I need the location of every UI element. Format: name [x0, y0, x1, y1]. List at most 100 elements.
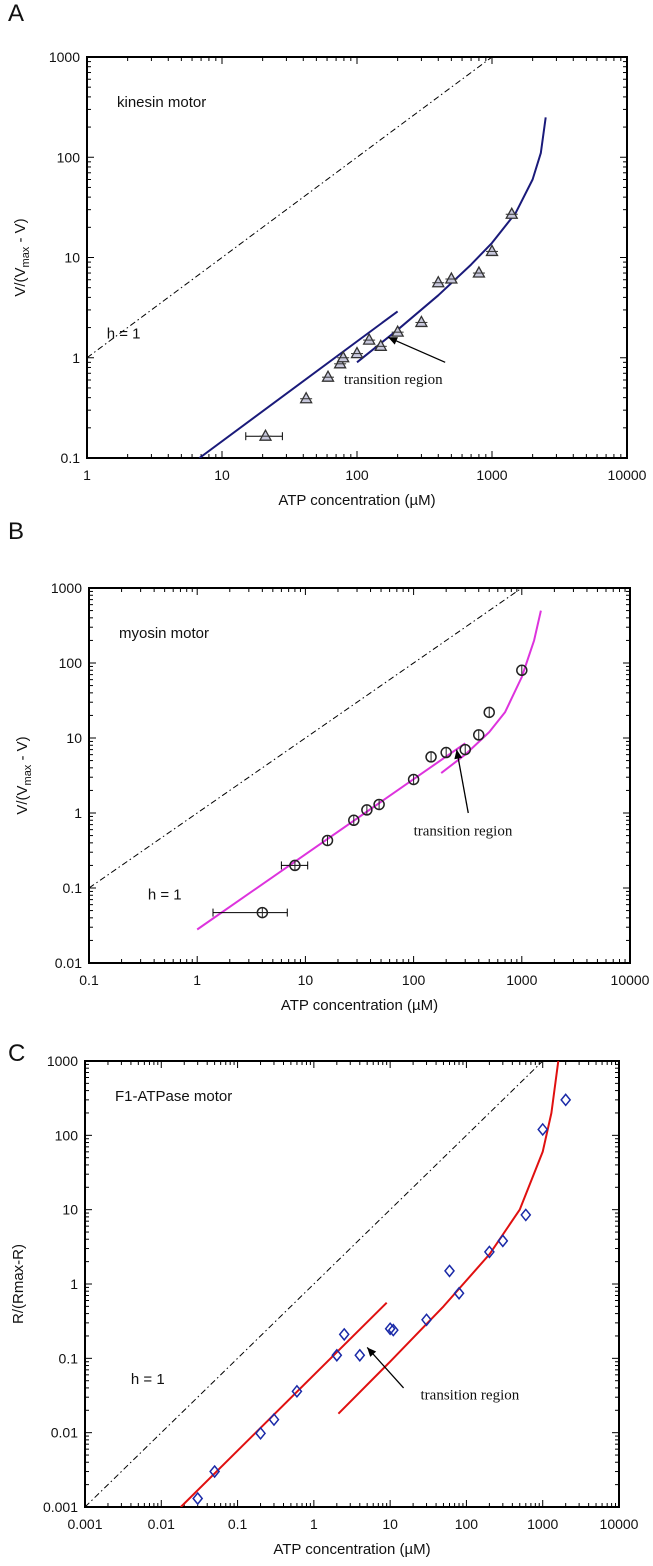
c2-transition-arrowhead [367, 1347, 377, 1357]
c2-x-tick-label: 0.01 [148, 1516, 175, 1532]
c0-data-point [336, 350, 350, 363]
c1-motor-title: myosin motor [119, 625, 209, 642]
c0-h1-label: h = 1 [107, 326, 141, 343]
c1-y-tick-label: 100 [59, 655, 83, 671]
c0-x-tick-label: 1000 [476, 467, 507, 483]
c0-data-point [258, 428, 273, 441]
c2-data-point [384, 1322, 396, 1336]
c0-transition-arrowhead [388, 337, 398, 345]
c2-y-tick-label: 0.01 [51, 1425, 78, 1441]
c1-x-axis-unit: (µM) [407, 997, 438, 1014]
c1-plot-area [89, 588, 542, 931]
c2-x-axis-title: ATP concentration (µM) [273, 1541, 430, 1558]
c0-data-point [362, 332, 376, 345]
c2-y-tick-label: 100 [55, 1127, 79, 1143]
c1-ticks [88, 587, 631, 964]
c1-x-tick-label: 0.1 [79, 972, 99, 988]
panel-b: B 0.1 1 10 100 1000 10000 0.01 0.1 1 10 100 1000 ATP… [0, 518, 653, 1038]
c2-data-point [483, 1245, 495, 1259]
c2-h1-label: h = 1 [131, 1371, 165, 1388]
c0-x-tick-label: 1 [83, 467, 91, 483]
panel-b-letter: B [8, 518, 25, 545]
c1-x-tick-label: 10000 [611, 972, 650, 988]
c0-y-axis-title: V/(Vmax - V) [12, 218, 32, 296]
c2-x-tick-label: 10000 [600, 1516, 639, 1532]
c1-transition-label: transition region [414, 824, 513, 840]
c0-y-tick-label: 1000 [49, 49, 80, 65]
c2-transition-label: transition region [421, 1387, 520, 1403]
c0-y-tick-label: 1 [72, 350, 80, 366]
c0-data-point [391, 324, 405, 337]
c1-y-tick-label: 10 [66, 730, 82, 746]
c2-y-tick-label: 10 [62, 1202, 78, 1218]
c2-motor-title: F1-ATPase motor [115, 1088, 232, 1105]
panel-a-letter: A [8, 0, 25, 27]
c2-data-point [453, 1286, 465, 1300]
c0-y-tick-label: 10 [64, 250, 80, 266]
c0-y-tick-label: 0.1 [61, 450, 81, 466]
c2-fit-line-low [180, 1301, 388, 1507]
c0-x-tick-label: 10000 [608, 467, 647, 483]
c1-transition-arrow [456, 749, 469, 814]
c0-x-tick-label: 10 [214, 467, 230, 483]
c1-y-axis-title: V/(Vmax - V) [14, 736, 34, 814]
c2-ticks [84, 1060, 620, 1508]
c0-data-point [444, 271, 458, 284]
c0-data-point [350, 346, 364, 359]
c1-y-axis-sub: max [22, 764, 34, 785]
c2-x-tick-label: 0.001 [67, 1516, 102, 1532]
c2-y-axis-title: R/(Rmax-R) [10, 1244, 27, 1324]
c2-y-tick-label: 1 [70, 1276, 78, 1292]
c2-x-tick-label: 1 [310, 1516, 318, 1532]
c2-data-point [255, 1426, 267, 1441]
c1-x-tick-label: 1 [193, 972, 201, 988]
c1-x-tick-label: 10 [298, 972, 314, 988]
c2-data-point [537, 1122, 549, 1137]
c2-x-tick-label: 1000 [527, 1516, 558, 1532]
c0-h1-reference-line [87, 57, 493, 359]
c0-data-point [431, 275, 445, 288]
c2-data-point [209, 1464, 221, 1479]
c0-plot-frame [86, 56, 628, 459]
c1-transition-arrowhead [454, 749, 463, 760]
c0-x-axis-title: ATP concentration (µM) [278, 492, 435, 509]
c2-y-tick-label: 0.001 [43, 1499, 78, 1515]
c2-h1-reference-line [85, 1061, 544, 1507]
c2-data-point [291, 1384, 303, 1398]
c2-data-point [338, 1327, 350, 1342]
c0-transition-arrow [387, 336, 446, 363]
c0-data-point [321, 369, 335, 382]
c1-h1-label: h = 1 [148, 887, 182, 904]
c2-data-point [387, 1323, 399, 1337]
c0-data-point [505, 206, 519, 219]
c2-data-point [560, 1093, 572, 1107]
c2-x-tick-label: 0.1 [228, 1516, 248, 1532]
c2-data-point [192, 1491, 204, 1506]
c0-data-point [485, 244, 499, 257]
c1-x-tick-label: 100 [402, 972, 426, 988]
c1-y-tick-label: 1 [74, 805, 82, 821]
c2-data-point [497, 1234, 509, 1248]
c0-y-tick-label: 100 [57, 149, 81, 165]
c0-ticks [86, 56, 628, 459]
c0-plot-area [87, 57, 547, 458]
c2-y-tick-label: 0.1 [59, 1350, 79, 1366]
c0-fit-line-low [198, 310, 399, 458]
c2-data-point [331, 1348, 343, 1362]
c2-data-point [268, 1412, 280, 1427]
c2-x-tick-label: 10 [382, 1516, 398, 1532]
c0-data-point [472, 265, 486, 278]
panel-a: A 1 10 100 1000 10000 0.1 1 10 100 1000 ATP concen… [0, 0, 653, 515]
c1-y-axis-tail: - V) [14, 736, 31, 764]
c1-x-axis-title: ATP concentration (µM) [281, 997, 438, 1014]
c0-motor-title: kinesin motor [117, 94, 206, 111]
c0-data-point [299, 391, 313, 404]
c1-plot-frame [88, 587, 631, 964]
c0-y-axis-tail: - V) [12, 218, 29, 246]
c0-transition-label: transition region [344, 372, 443, 388]
c2-fit-curve-high [337, 1061, 560, 1415]
chart-c-svg: 0.001 0.01 0.1 1 10 100 1000 10000 0.001 0.01 0.1 1… [10, 1053, 639, 1558]
c0-fit-curve-high [356, 117, 547, 364]
